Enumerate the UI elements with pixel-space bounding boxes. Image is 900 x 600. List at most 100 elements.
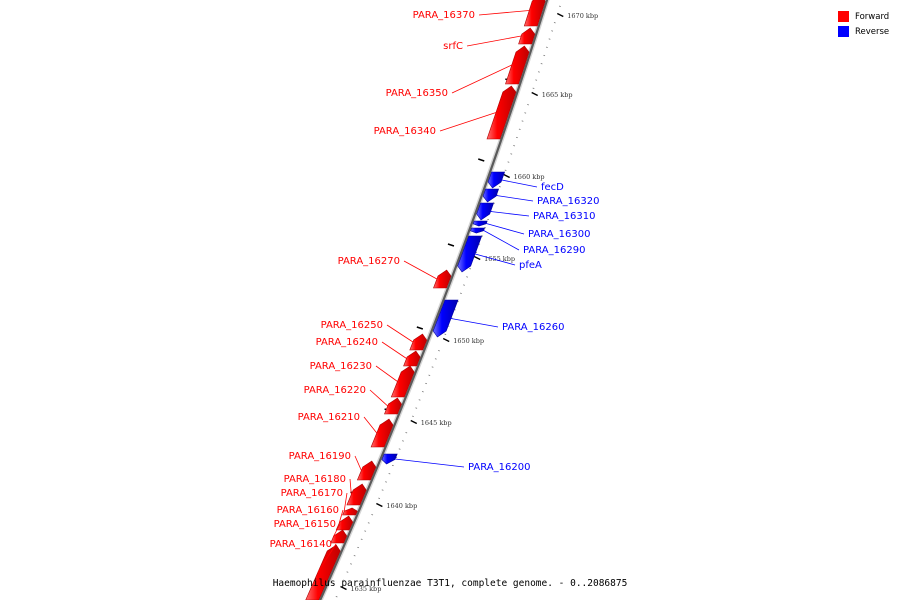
scale-minor-tick	[498, 186, 501, 188]
gene-leader-line	[395, 458, 465, 468]
gene-pfea[interactable]	[457, 235, 483, 273]
gene-leader-line	[343, 492, 348, 512]
gene-para-16340[interactable]	[486, 85, 517, 140]
scale-minor-tick	[421, 391, 424, 393]
gene-para-16230[interactable]	[390, 365, 415, 398]
gene-para-16210[interactable]	[370, 418, 394, 448]
gene-label: PARA_16170	[281, 488, 343, 499]
gene-label: PARA_16180	[284, 474, 346, 485]
gene-para-16150[interactable]	[330, 529, 348, 544]
scale-minor-tick	[548, 38, 551, 40]
gene-label: PARA_16340	[374, 126, 436, 137]
scale-tick	[473, 255, 481, 261]
gene-label: fecD	[541, 182, 564, 193]
genome-backbone	[318, 0, 549, 600]
gene-leader-line	[450, 318, 499, 328]
scale-minor-tick	[551, 30, 554, 32]
gene-label: PARA_16160	[277, 505, 339, 516]
gene-para-16310[interactable]	[476, 202, 495, 221]
gene-para-16260[interactable]	[432, 299, 459, 338]
scale-minor-tick	[510, 153, 513, 155]
gene-label: PARA_16300	[528, 229, 590, 240]
gene-para-16160[interactable]	[335, 515, 354, 531]
scale-minor-tick	[342, 579, 345, 581]
scale-minor-tick	[518, 128, 521, 130]
scale-minor-tick	[527, 104, 529, 106]
gene-para-16190[interactable]	[356, 460, 377, 481]
gene-para-16290[interactable]	[470, 227, 486, 234]
gene-para-16250[interactable]	[409, 333, 428, 351]
gene-para-16270[interactable]	[433, 269, 452, 289]
frame-marker	[478, 158, 485, 162]
gene-leader-line	[369, 389, 388, 407]
gene-label: PARA_16200	[468, 462, 530, 473]
frame-marker	[447, 243, 455, 247]
gene-label: PARA_16260	[502, 322, 564, 333]
gene-label: PARA_16320	[537, 196, 599, 207]
gene-leader-line	[375, 365, 398, 382]
gene-para-16300[interactable]	[472, 220, 488, 227]
gene-label: PARA_16230	[310, 361, 372, 372]
gene-leader-line	[381, 341, 407, 359]
scale-minor-tick	[428, 374, 431, 376]
gene-leader-line	[486, 223, 525, 235]
scale-minor-tick	[381, 489, 384, 491]
scale-minor-tick	[346, 571, 349, 573]
gene-leader-line	[386, 324, 414, 343]
scale-minor-tick	[398, 448, 401, 450]
scale-tick-label: 1665 kbp	[542, 91, 573, 99]
gene-para-16140[interactable]	[305, 544, 341, 600]
scale-minor-tick	[484, 227, 487, 229]
gene-para-16220[interactable]	[384, 397, 402, 415]
scale-minor-tick	[524, 112, 527, 114]
gene-label: PARA_16290	[523, 245, 585, 256]
scale-minor-tick	[405, 432, 408, 434]
gene-label: PARA_16190	[289, 451, 351, 462]
scale-minor-tick	[504, 169, 507, 171]
scale-tick-label: 1635 kbp	[351, 585, 382, 593]
scale-minor-tick	[532, 87, 535, 89]
scale-minor-tick	[412, 415, 414, 417]
forward-swatch	[838, 11, 849, 22]
gene-leader-line	[403, 260, 438, 280]
scale-minor-tick	[388, 473, 391, 475]
legend-item-forward: Forward	[838, 9, 889, 24]
scale-minor-tick	[535, 79, 538, 81]
gene-leader-line	[496, 195, 534, 202]
scale-minor-tick	[513, 145, 516, 147]
scale-tick	[503, 173, 510, 179]
scale-tick	[531, 91, 539, 97]
scale-minor-tick	[425, 382, 428, 385]
scale-minor-tick	[364, 530, 367, 532]
gene-para-16320[interactable]	[482, 188, 500, 203]
gene-para-16180[interactable]	[346, 483, 367, 506]
gene-para-16370[interactable]	[523, 0, 546, 27]
scale-minor-tick	[537, 71, 540, 73]
gene-leader-line	[451, 64, 512, 94]
gene-leader-line	[501, 179, 538, 188]
gene-srfc[interactable]	[518, 27, 536, 45]
gene-leader-line	[333, 523, 341, 537]
gene-leader-line	[475, 253, 516, 266]
gene-fecd[interactable]	[487, 171, 506, 189]
scale-minor-tick	[360, 538, 363, 540]
frame-marker	[416, 326, 424, 330]
scale-minor-tick	[469, 268, 472, 270]
gene-para-16200[interactable]	[381, 453, 398, 465]
scale-minor-tick	[402, 440, 404, 442]
scale-minor-tick	[438, 350, 440, 352]
scale-tick-label: 1670 kbp	[567, 12, 598, 20]
scale-minor-tick	[487, 218, 490, 221]
scale-minor-tick	[431, 366, 434, 368]
scale-minor-tick	[460, 292, 462, 294]
scale-tick	[376, 502, 383, 508]
gene-leader-line	[363, 416, 378, 434]
gene-para-16350[interactable]	[505, 45, 530, 85]
gene-leader-line	[478, 10, 530, 16]
scale-minor-tick	[507, 161, 510, 163]
scale-tick	[556, 12, 564, 18]
scale-minor-tick	[350, 563, 352, 565]
scale-minor-tick	[385, 481, 387, 483]
scale-minor-tick	[466, 276, 469, 278]
gene-para-16170[interactable]	[342, 507, 358, 516]
